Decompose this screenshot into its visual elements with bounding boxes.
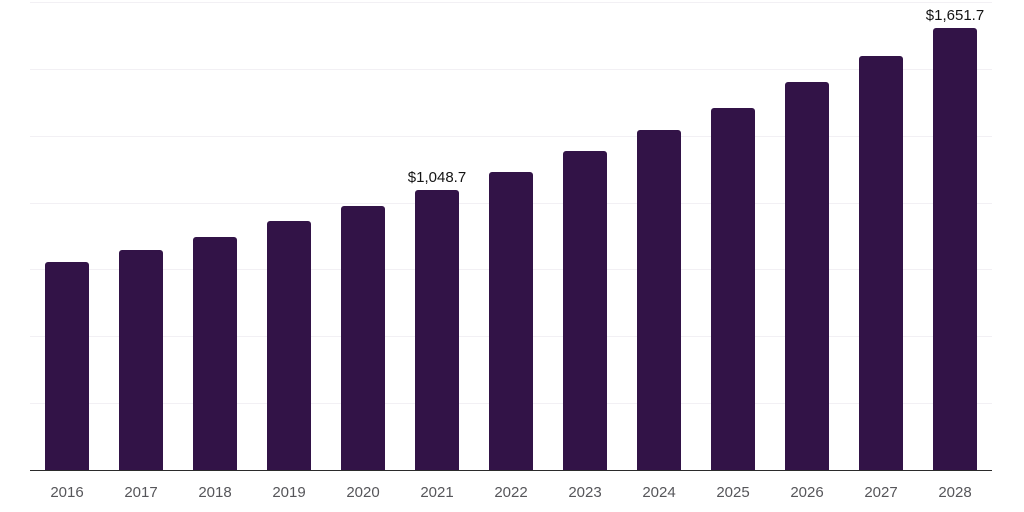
x-tick-label-2024: 2024 [642,484,676,501]
bar-2023 [563,151,607,470]
bar-2022 [489,172,533,470]
bar-2018 [193,236,237,470]
bar-2025 [711,107,755,470]
gridline [30,2,992,3]
bar-2027 [859,56,903,470]
bar-2021 [415,189,459,470]
bar-2016 [45,261,89,470]
x-tick-label-2019: 2019 [272,484,306,501]
gridline [30,68,992,70]
gridline [30,135,992,137]
bar-2020 [341,206,385,470]
x-tick-label-2026: 2026 [790,484,824,501]
bar-2019 [267,221,311,470]
x-tick-label-2017: 2017 [124,484,158,501]
bar-2026 [785,82,829,470]
bar-2017 [119,249,163,470]
bar-2024 [637,130,681,470]
x-tick-label-2016: 2016 [50,484,84,501]
x-tick-label-2028: 2028 [938,484,972,501]
bar-2028 [933,28,977,470]
plot-area: $1,048.7 $1,651.7 [30,2,992,471]
x-tick-label-2020: 2020 [346,484,380,501]
x-tick-label-2023: 2023 [568,484,602,501]
x-tick-label-2022: 2022 [494,484,528,501]
x-axis: 2016 2017 2018 2019 2020 2021 2022 2023 2024 2025… [0,483,1024,507]
value-label-2028: $1,651.7 [925,7,985,25]
x-tick-label-2018: 2018 [198,484,232,501]
x-tick-label-2021: 2021 [420,484,454,501]
x-tick-label-2027: 2027 [864,484,898,501]
x-tick-label-2025: 2025 [716,484,750,501]
value-label-2021: $1,048.7 [407,168,467,186]
